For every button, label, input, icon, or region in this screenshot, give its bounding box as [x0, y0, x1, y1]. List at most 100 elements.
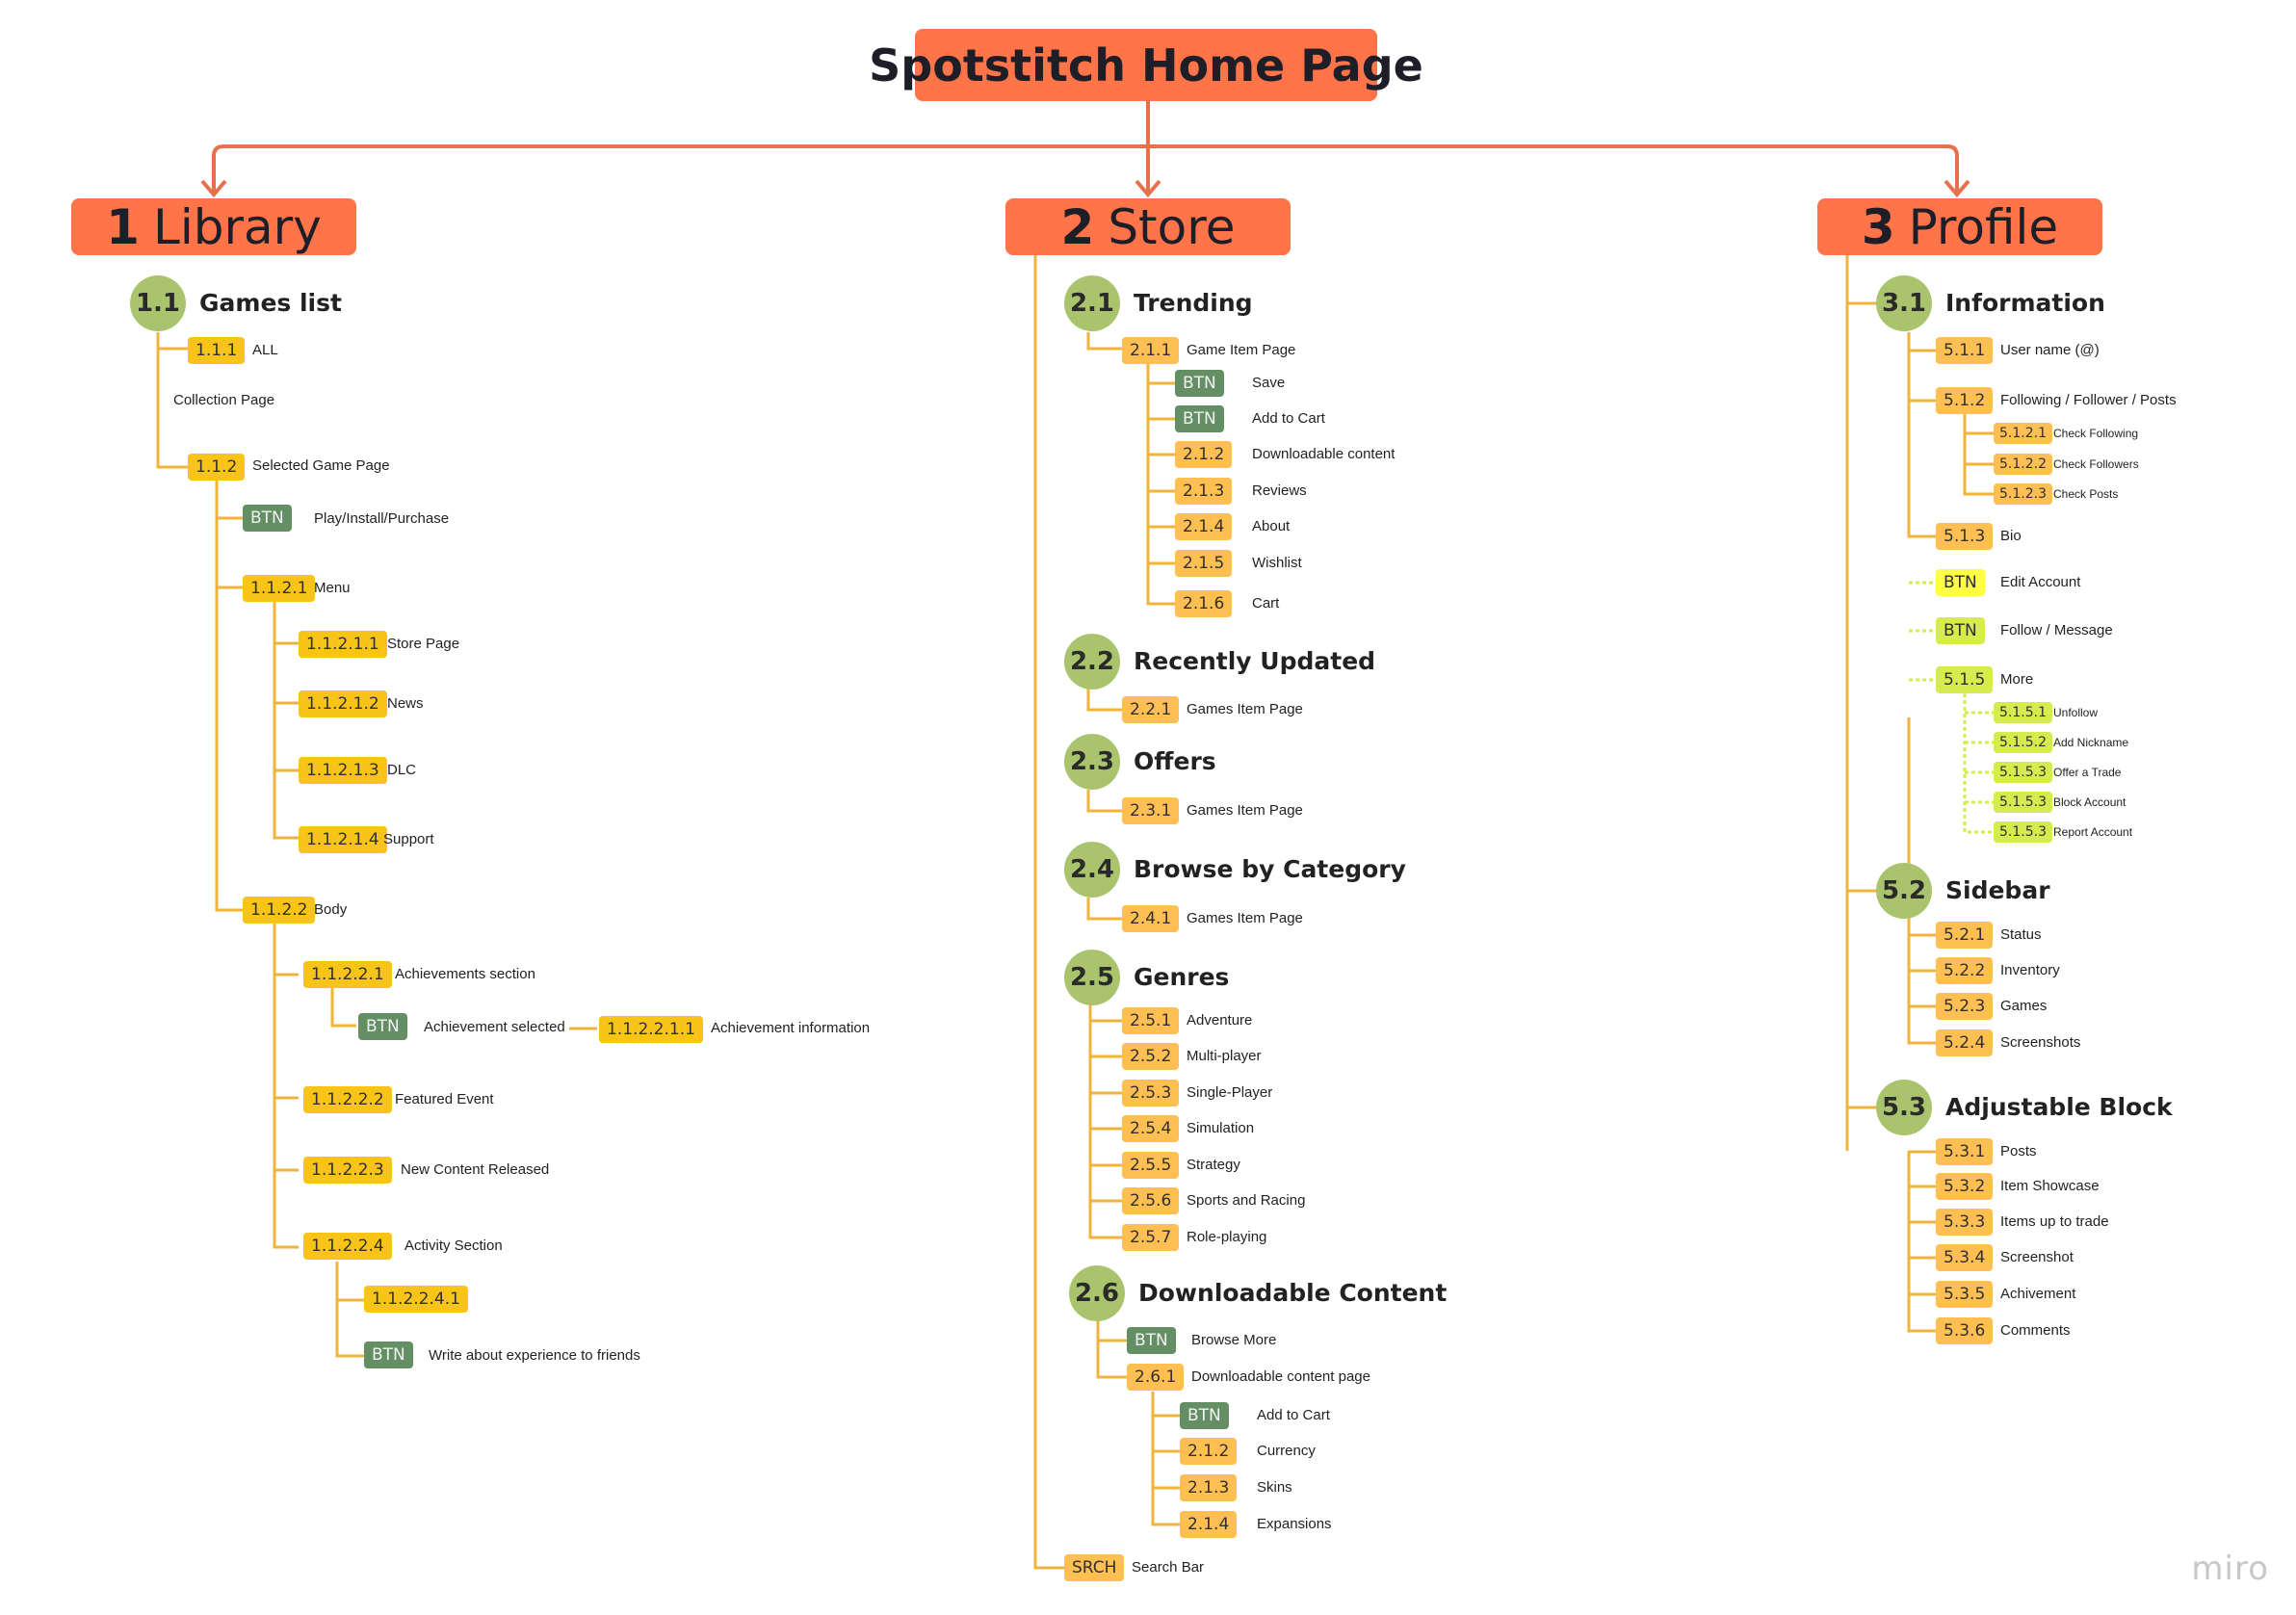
group-title-offers: Offers — [1134, 747, 1216, 775]
node-tag-5-1-2-1: 5.1.2.1 — [1994, 423, 2052, 444]
node-tag-5-1-5: 5.1.5 — [1936, 666, 1994, 693]
node-label-games-item-page: Games Item Page — [1187, 910, 1303, 926]
node-label-achievement-information: Achievement information — [711, 1020, 871, 1036]
node-tag-5-1-5-3: 5.1.5.3 — [1994, 821, 2052, 843]
node-tag-1-1-1: 1.1.1 — [188, 337, 246, 364]
node-label-news: News — [387, 695, 424, 712]
node-tag-1-1-2-2-4: 1.1.2.2.4 — [303, 1233, 392, 1260]
node-label-items-up-to-trade: Items up to trade — [2000, 1213, 2109, 1230]
group-number-2-5: 2.5 — [1064, 950, 1120, 1005]
node-label-search-bar: Search Bar — [1132, 1559, 1205, 1576]
node-tag-2-1-4: 2.1.4 — [1175, 513, 1233, 540]
group-title-adjustable-block: Adjustable Block — [1945, 1093, 2173, 1121]
node-label-status: Status — [2000, 926, 2042, 943]
node-tag-2-5-6: 2.5.6 — [1122, 1187, 1180, 1214]
group-title-trending: Trending — [1134, 289, 1253, 317]
node-label-add-to-cart: Add to Cart — [1257, 1407, 1330, 1423]
node-tag-2-1-3: 2.1.3 — [1180, 1474, 1238, 1501]
node-tag-5-3-1: 5.3.1 — [1936, 1138, 1994, 1165]
node-tag-1-1-2-1-2: 1.1.2.1.2 — [299, 690, 387, 717]
node-label-cart: Cart — [1252, 595, 1280, 612]
node-label-screenshot: Screenshot — [2000, 1249, 2074, 1265]
node-tag-5-2-4: 5.2.4 — [1936, 1029, 1994, 1056]
node-label-inventory: Inventory — [2000, 962, 2060, 978]
node-tag-2-1-5: 2.1.5 — [1175, 550, 1233, 577]
node-tag-2-3-1: 2.3.1 — [1122, 797, 1180, 824]
node-tag-2-1-3: 2.1.3 — [1175, 478, 1233, 505]
node-label-dlc: DLC — [387, 762, 417, 778]
section-profile-name: Profile — [1908, 198, 2059, 255]
node-label-following-follower-posts: Following / Follower / Posts — [2000, 392, 2177, 408]
group-title-genres: Genres — [1134, 963, 1230, 991]
node-tag-1-1-2-2-2: 1.1.2.2.2 — [303, 1086, 392, 1113]
node-tag-1-1-2-2-1: 1.1.2.2.1 — [303, 961, 392, 988]
node-tag-2-6-1: 2.6.1 — [1127, 1364, 1185, 1391]
node-label-achievement-selected: Achievement selected — [424, 1019, 565, 1035]
node-label-downloadable-content: Downloadable content — [1252, 446, 1396, 462]
node-tag-5-1-5-2: 5.1.5.2 — [1994, 732, 2052, 753]
page-title: Spotstitch Home Page — [869, 29, 1423, 101]
section-library[interactable]: 1 Library — [71, 198, 356, 255]
node-label-strategy: Strategy — [1187, 1157, 1240, 1173]
node-label-write-about-experience: Write about experience to friends — [429, 1347, 640, 1364]
node-label-simulation: Simulation — [1187, 1120, 1255, 1136]
node-tag-5-1-2-2: 5.1.2.2 — [1994, 454, 2052, 475]
node-label-add-to-cart: Add to Cart — [1252, 410, 1325, 427]
button-tag: BTN — [1936, 617, 1985, 644]
node-label-bio: Bio — [2000, 528, 2022, 544]
node-label-item-showcase: Item Showcase — [2000, 1178, 2100, 1194]
node-tag-1-1-2-1-1: 1.1.2.1.1 — [299, 631, 387, 658]
section-profile[interactable]: 3 Profile — [1817, 198, 2102, 255]
node-tag-1-1-2-1-3: 1.1.2.1.3 — [299, 757, 387, 784]
node-label-reviews: Reviews — [1252, 482, 1307, 499]
node-label-currency: Currency — [1257, 1443, 1316, 1459]
node-tag-1-1-2-2-4-1: 1.1.2.2.4.1 — [364, 1286, 468, 1313]
node-label-report-account: Report Account — [2053, 825, 2133, 839]
node-label-check-posts: Check Posts — [2053, 487, 2119, 501]
node-label-expansions: Expansions — [1257, 1516, 1332, 1532]
node-label-achivement: Achivement — [2000, 1286, 2076, 1302]
node-tag-5-3-6: 5.3.6 — [1936, 1317, 1994, 1344]
node-tag-5-1-1: 5.1.1 — [1936, 337, 1994, 364]
node-label-wishlist: Wishlist — [1252, 555, 1302, 571]
miro-logo: miro — [2191, 1550, 2269, 1588]
button-tag: BTN — [1127, 1327, 1176, 1354]
section-profile-number: 3 — [1861, 198, 1895, 255]
node-tag-5-1-2: 5.1.2 — [1936, 387, 1994, 414]
node-label-game-item-page: Game Item Page — [1187, 342, 1296, 358]
node-label-user-name: User name (@) — [2000, 342, 2100, 358]
node-label-achievements-section: Achievements section — [395, 966, 535, 982]
node-label-activity-section: Activity Section — [404, 1237, 503, 1254]
node-label-sports-and-racing: Sports and Racing — [1187, 1192, 1306, 1209]
node-label-comments: Comments — [2000, 1322, 2071, 1339]
node-tag-2-2-1: 2.2.1 — [1122, 696, 1180, 723]
node-label-add-nickname: Add Nickname — [2053, 736, 2129, 749]
section-store[interactable]: 2 Store — [1005, 198, 1291, 255]
node-label-single-player: Single-Player — [1187, 1084, 1273, 1101]
node-label-follow-message: Follow / Message — [2000, 622, 2113, 638]
node-label-games-item-page: Games Item Page — [1187, 802, 1303, 819]
group-title-browse-by-category: Browse by Category — [1134, 855, 1406, 883]
node-tag-5-3-3: 5.3.3 — [1936, 1209, 1994, 1236]
node-label-downloadable-content-page: Downloadable content page — [1191, 1368, 1370, 1385]
node-label-more: More — [2000, 671, 2034, 688]
node-tag-2-5-2: 2.5.2 — [1122, 1043, 1180, 1070]
node-label-games: Games — [2000, 998, 2048, 1014]
node-label-play-install-purchase: Play/Install/Purchase — [314, 510, 450, 527]
node-tag-1-1-2-2: 1.1.2.2 — [243, 897, 316, 924]
node-tag-5-1-5-1: 5.1.5.1 — [1994, 702, 2052, 723]
node-tag-2-1-2: 2.1.2 — [1175, 441, 1233, 468]
group-number-2-3: 2.3 — [1064, 734, 1120, 790]
section-library-number: 1 — [106, 198, 140, 255]
node-tag-5-3-2: 5.3.2 — [1936, 1173, 1994, 1200]
group-number-2-1: 2.1 — [1064, 275, 1120, 331]
node-label-edit-account: Edit Account — [2000, 574, 2081, 590]
node-label-about: About — [1252, 518, 1291, 534]
group-number-1-1: 1.1 — [130, 275, 186, 331]
node-tag-1-1-2-2-3: 1.1.2.2.3 — [303, 1157, 392, 1184]
node-label-check-followers: Check Followers — [2053, 457, 2139, 471]
node-label-menu: Menu — [314, 580, 351, 596]
node-label-multi-player: Multi-player — [1187, 1048, 1262, 1064]
group-title-downloadable-content: Downloadable Content — [1138, 1279, 1448, 1307]
node-label-support: Support — [383, 831, 434, 847]
